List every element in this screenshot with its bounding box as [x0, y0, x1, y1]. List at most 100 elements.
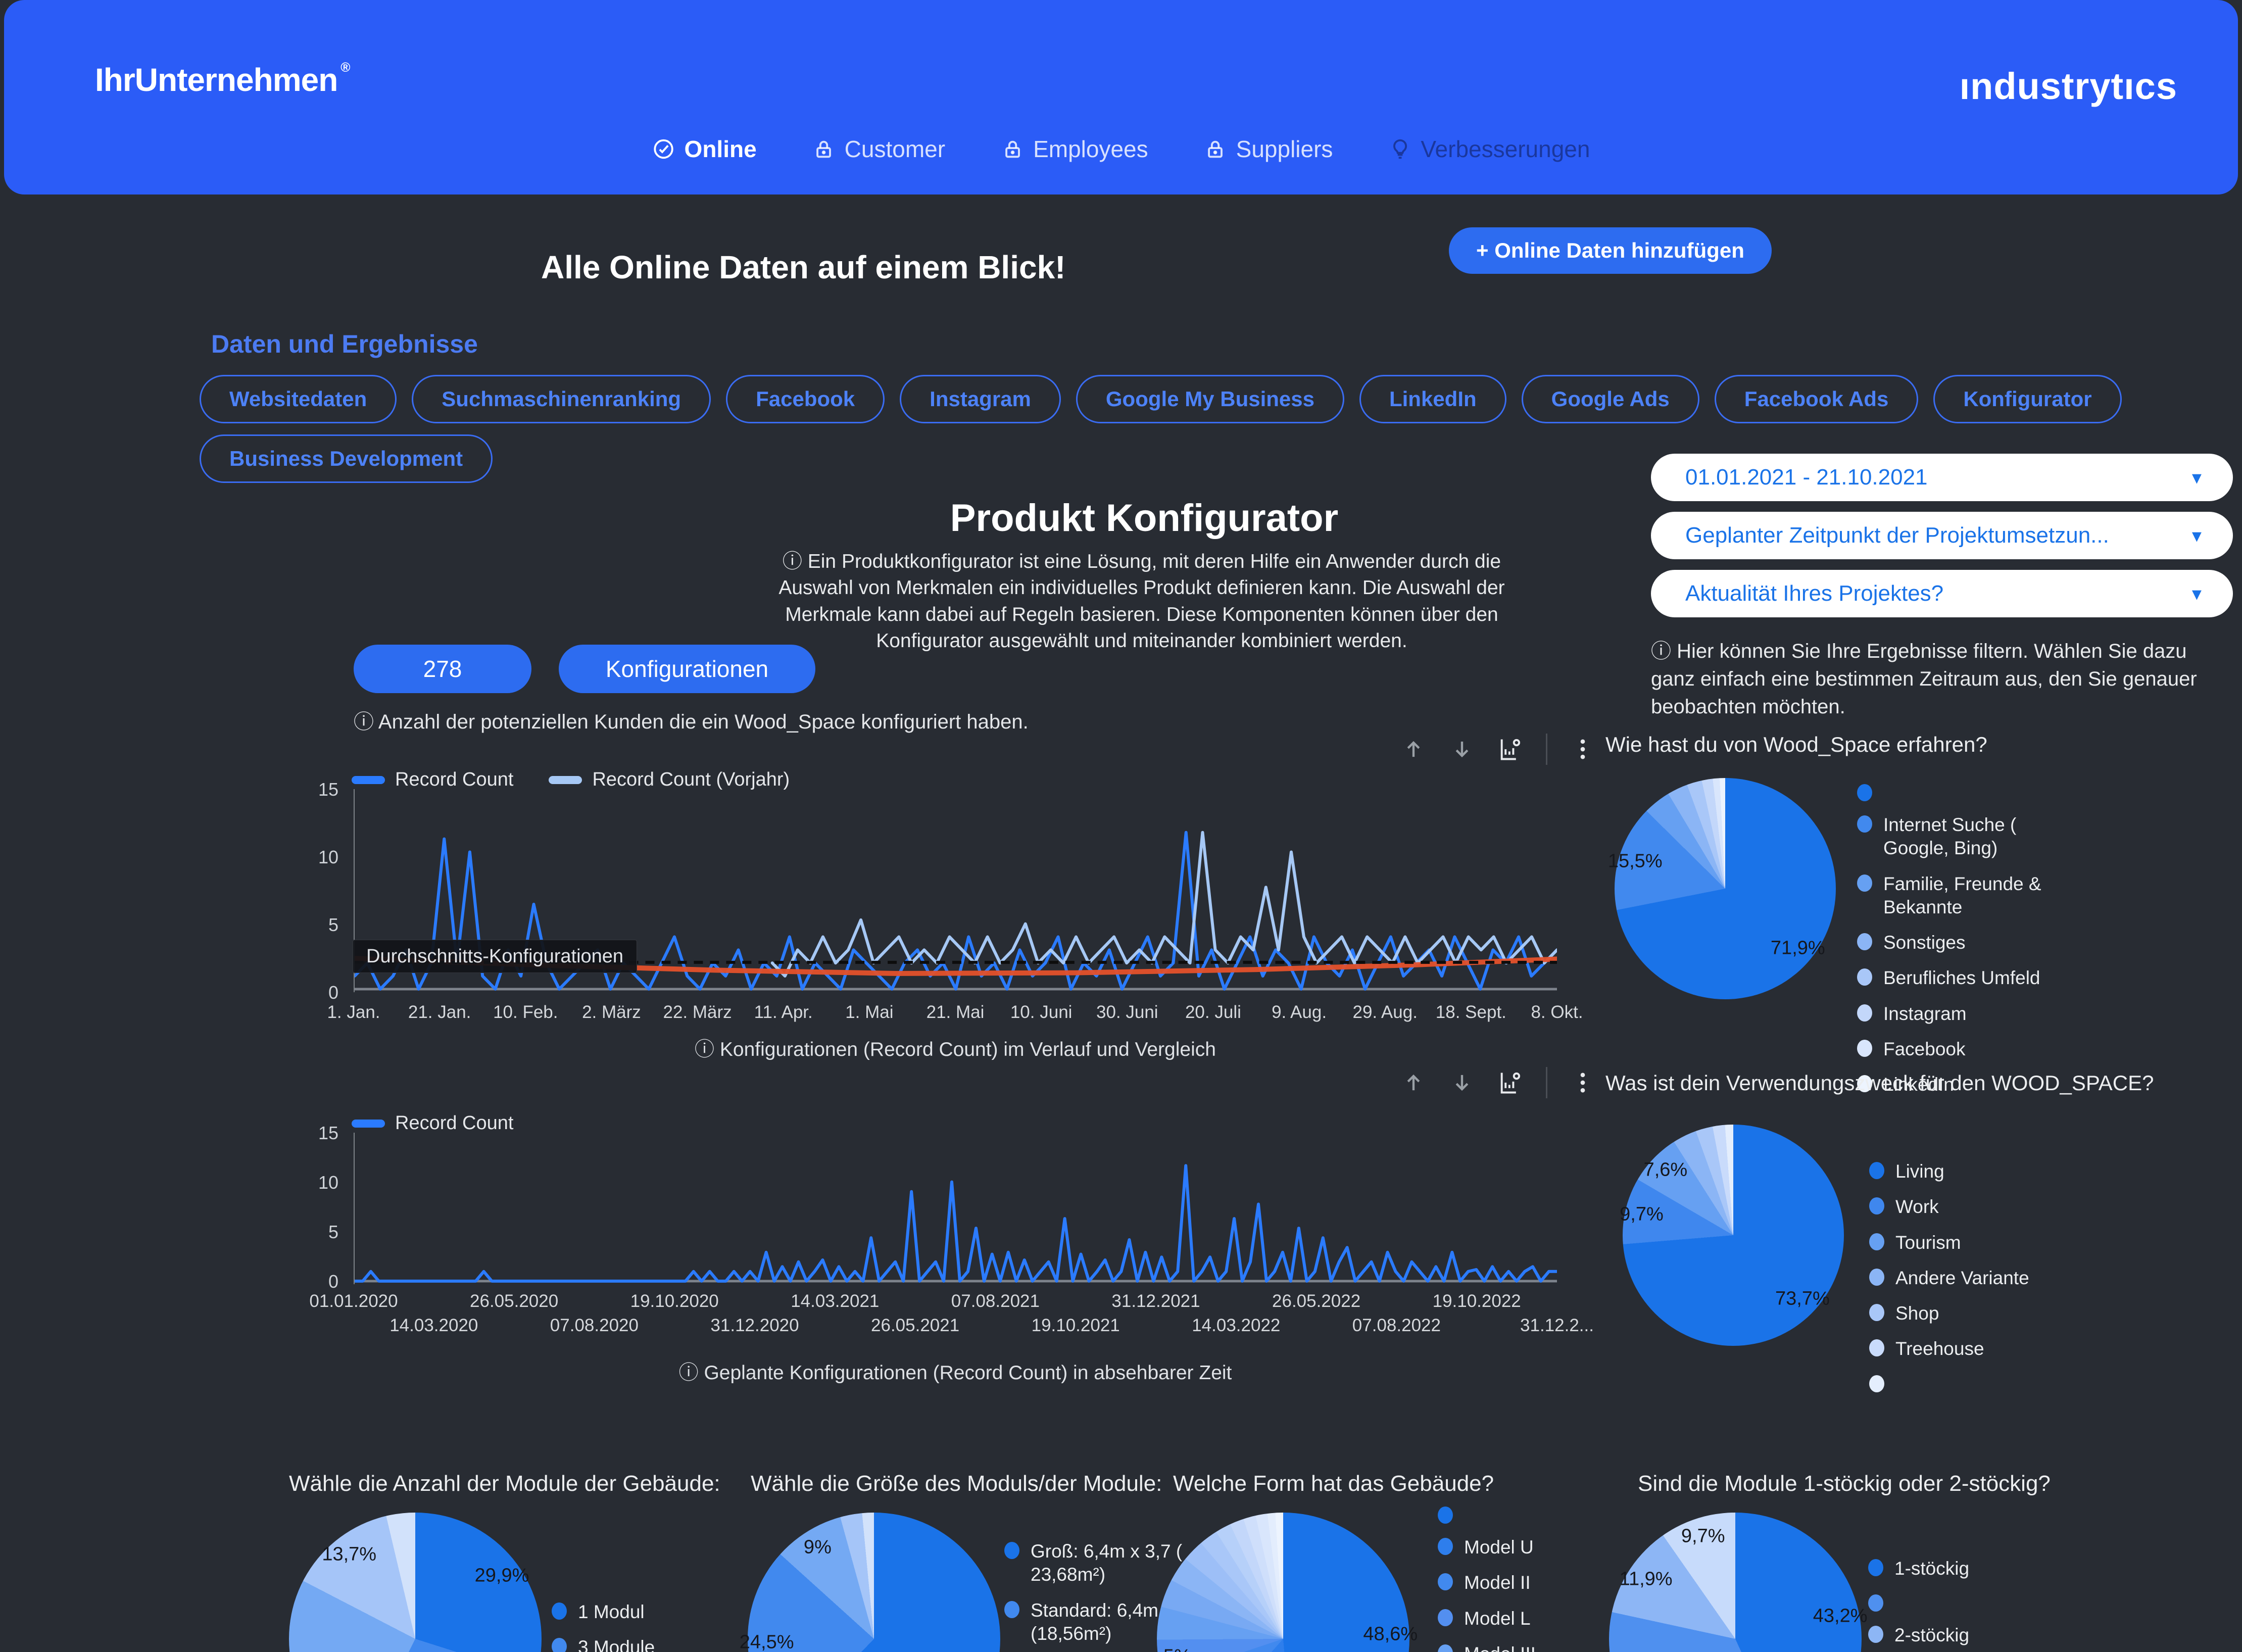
legend-dot — [1868, 1626, 1883, 1643]
legend-item: Andere Variante — [1869, 1267, 2086, 1290]
y-tick: 5 — [328, 914, 338, 935]
legend-item: Record Count (Vorjahr) — [549, 769, 790, 791]
legend-item — [1438, 1504, 1640, 1524]
filter-pill-business-development[interactable]: Business Development — [200, 434, 493, 483]
y-tick: 0 — [328, 1271, 338, 1292]
pie-purpose-chart[interactable] — [1623, 1125, 1844, 1346]
arrow-up-icon[interactable] — [1400, 1070, 1427, 1096]
filter-pill-facebook-ads[interactable]: Facebook Ads — [1714, 375, 1919, 423]
nav-item-suppliers[interactable]: Suppliers — [1204, 135, 1333, 163]
toolbar-separator — [1546, 734, 1547, 765]
pie-purpose-legend: Living Work Tourism Andere Variante Shop Tree… — [1869, 1160, 2086, 1392]
config-count-label[interactable]: Konfigurationen — [559, 645, 815, 693]
x-tick: 07.08.2022 — [1352, 1316, 1441, 1335]
page-title: Alle Online Daten auf einem Blick! — [541, 249, 1066, 285]
arrow-up-icon[interactable] — [1400, 736, 1427, 762]
filter-pill-facebook[interactable]: Facebook — [726, 375, 885, 423]
filter-pill-instagram[interactable]: Instagram — [900, 375, 1061, 423]
legend-marker — [352, 775, 385, 784]
toolbar-separator — [1546, 1067, 1547, 1098]
legend-item: Record Count — [352, 769, 513, 791]
x-tick: 26.05.2022 — [1272, 1291, 1361, 1311]
add-online-data-button[interactable]: + Online Daten hinzufügen — [1449, 227, 1772, 274]
legend-item — [1868, 1592, 2070, 1612]
pie-modules-title: Wähle die Anzahl der Module der Gebäude: — [289, 1471, 720, 1496]
legend-dot — [1869, 1304, 1884, 1321]
legend-item: LinkedIn — [1857, 1073, 2074, 1096]
legend-item: Work — [1869, 1195, 2086, 1219]
legend-dot — [1857, 815, 1872, 833]
legend-item: Familie, Freunde & Bekannte — [1857, 872, 2074, 919]
legend-dot — [552, 1602, 567, 1620]
filter-pill-linkedin[interactable]: LinkedIn — [1359, 375, 1506, 423]
x-tick: 10. Feb. — [493, 1002, 558, 1022]
nav-item-label: Online — [684, 136, 757, 162]
legend-marker — [352, 1119, 385, 1128]
pie-source-labels: 71,9% 15,5% — [1608, 778, 1836, 999]
x-tick: 14.03.2020 — [389, 1316, 478, 1335]
nav-item-label: Suppliers — [1236, 136, 1333, 162]
filter-info-text: ⓘ Hier können Sie Ihre Ergebnisse filter… — [1651, 640, 2197, 718]
pie-percent-label: 15,5% — [1607, 850, 1663, 872]
legend-item: Living — [1869, 1160, 2086, 1183]
kebab-menu-icon[interactable] — [1570, 736, 1596, 762]
pie-purpose-title: Was ist dein Verwendungszweck für den WO… — [1605, 1071, 2154, 1095]
filter-pill-google-my-business[interactable]: Google My Business — [1076, 375, 1344, 423]
date-range-dropdown[interactable]: 01.01.2021 - 21.10.2021 ▾ — [1651, 454, 2233, 501]
chart-config-icon[interactable] — [1497, 736, 1524, 762]
pie-percent-label: 5% — [1163, 1645, 1191, 1652]
project-actuality-dropdown[interactable]: Aktualität Ihres Projektes? ▾ — [1651, 570, 2233, 617]
legend-dot — [1868, 1559, 1883, 1576]
legend-dot — [1857, 968, 1872, 986]
x-tick: 1. Mai — [845, 1002, 894, 1022]
arrow-down-icon[interactable] — [1449, 736, 1475, 762]
legend-item — [1869, 1373, 2086, 1392]
pie-shape-title: Welche Form hat das Gebäude? — [1173, 1471, 1494, 1496]
chart2-plot[interactable] — [354, 1133, 1557, 1284]
x-tick: 07.08.2020 — [550, 1316, 639, 1335]
chart-config-icon[interactable] — [1497, 1070, 1524, 1096]
pie-floors-labels: 43,2%35,2%11,9%9,7% — [1609, 1513, 1868, 1652]
legend-marker — [549, 775, 582, 784]
legend-dot — [1869, 1268, 1884, 1286]
x-tick: 31.12.2021 — [1111, 1291, 1200, 1311]
filter-pills-row1: Websitedaten Suchmaschinenranking Facebook… — [200, 375, 2122, 423]
chevron-down-icon: ▾ — [2191, 525, 2202, 547]
lock-icon — [1208, 140, 1223, 158]
filter-pill-google-ads[interactable]: Google Ads — [1521, 375, 1699, 423]
konfigurator-title: Produkt Konfigurator — [950, 497, 1339, 540]
kebab-menu-icon[interactable] — [1570, 1070, 1596, 1096]
x-tick: 2. März — [582, 1002, 641, 1022]
pie-percent-label: 9% — [803, 1536, 832, 1558]
nav-item-online[interactable]: Online — [652, 135, 757, 163]
filter-pills-row2: Business Development — [200, 434, 493, 483]
nav-item-verbesserungen[interactable]: Verbesserungen — [1388, 135, 1590, 163]
legend-item: Tourism — [1869, 1231, 2086, 1254]
x-tick: 20. Juli — [1185, 1002, 1241, 1022]
check-circle-icon — [654, 139, 673, 159]
lightbulb-icon — [1393, 139, 1407, 159]
filter-pill-suchmaschinenranking[interactable]: Suchmaschinenranking — [412, 375, 711, 423]
project-timing-dropdown[interactable]: Geplanter Zeitpunkt der Projektumsetzun.… — [1651, 512, 2233, 559]
konfigurator-description: ⓘ Ein Produktkonfigurator ist eine Lösun… — [778, 551, 1505, 652]
legend-dot — [1857, 874, 1872, 892]
config-count-badge[interactable]: 278 — [354, 645, 531, 693]
legend-dot — [1857, 1039, 1872, 1057]
pie-percent-label: 29,9% — [474, 1565, 529, 1586]
legend-dot — [1869, 1339, 1884, 1357]
x-tick: 26.05.2020 — [470, 1291, 559, 1311]
filter-pill-websitedaten[interactable]: Websitedaten — [200, 375, 397, 423]
legend-dot — [1438, 1609, 1453, 1626]
pie-purpose-labels: 73,7% 9,7% 7,6% — [1620, 1125, 1844, 1346]
pie-source-chart[interactable] — [1615, 778, 1836, 999]
filter-pill-konfigurator[interactable]: Konfigurator — [1933, 375, 2122, 423]
nav-item-customer[interactable]: Customer — [812, 135, 945, 163]
arrow-down-icon[interactable] — [1449, 1070, 1475, 1096]
nav-item-employees[interactable]: Employees — [1001, 135, 1148, 163]
chevron-down-icon: ▾ — [2191, 583, 2202, 605]
config-count-caption: ⓘ Anzahl der potenziellen Kunden die ein… — [354, 711, 1029, 733]
company-logo: IhrUnternehmen ® — [95, 60, 350, 99]
pie-percent-label: 11,9% — [1619, 1568, 1673, 1590]
x-tick: 26.05.2021 — [871, 1316, 960, 1335]
